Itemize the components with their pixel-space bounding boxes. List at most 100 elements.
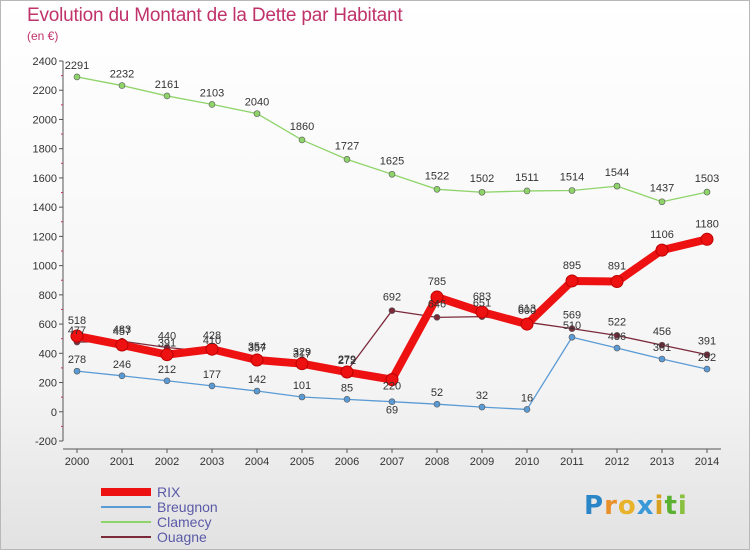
legend-swatch [101, 488, 151, 496]
data-point-rix [475, 305, 489, 319]
data-label-ouagne: 440 [158, 330, 176, 342]
data-point-ouagne [388, 307, 396, 314]
data-point-clamecy [118, 82, 126, 89]
data-label-ouagne: 317 [293, 348, 311, 360]
data-point-clamecy [388, 170, 396, 178]
data-label-clamecy: 1503 [695, 173, 719, 185]
data-label-ouagne: 646 [428, 298, 446, 310]
y-tick-label: 1200 [33, 231, 57, 243]
data-label-clamecy: 2040 [245, 97, 269, 109]
data-point-clamecy [253, 110, 261, 117]
data-point-ouagne [433, 314, 441, 321]
data-point-breugnon [613, 344, 621, 352]
data-label-breugnon: 212 [158, 364, 176, 376]
data-point-breugnon [343, 396, 351, 403]
unit-label: (en €) [27, 29, 59, 43]
data-label-breugnon: 69 [386, 405, 398, 417]
data-label-breugnon: 32 [476, 390, 488, 402]
logo-letter: r [604, 491, 618, 521]
data-point-clamecy [613, 182, 621, 190]
y-tick-label: 200 [39, 378, 57, 390]
data-label-rix: 518 [68, 315, 86, 327]
x-tick-label: 2011 [560, 456, 584, 468]
data-label-clamecy: 1437 [650, 183, 674, 195]
data-point-rix [70, 329, 84, 343]
data-label-clamecy: 2232 [110, 69, 134, 81]
data-point-breugnon [388, 398, 396, 405]
data-point-clamecy [658, 198, 666, 206]
logo-letter: i [654, 491, 665, 521]
data-label-rix: 220 [383, 381, 401, 393]
y-tick-label: 800 [39, 290, 57, 302]
data-label-clamecy: 2291 [65, 60, 89, 72]
data-label-rix: 354 [248, 341, 266, 353]
data-label-breugnon: 510 [563, 320, 581, 332]
data-point-breugnon [658, 355, 666, 363]
x-tick-label: 2003 [200, 456, 224, 468]
data-label-rix: 1106 [650, 229, 674, 241]
data-point-clamecy [703, 188, 711, 196]
y-tick-label: 1800 [33, 144, 57, 156]
legend-label: Ouagne [157, 529, 207, 545]
x-tick-label: 2006 [335, 456, 359, 468]
data-point-breugnon [568, 333, 576, 341]
data-point-clamecy [163, 92, 171, 100]
data-label-breugnon: 85 [341, 382, 353, 394]
chart-title: Evolution du Montant de la Dette par Hab… [27, 5, 403, 26]
data-label-ouagne: 522 [608, 316, 626, 328]
data-labels: 2291 2232 2161 2103 2040 1860 1727 1625 1522 1502… [65, 60, 719, 417]
data-label-ouagne: 569 [563, 310, 581, 322]
x-tick-label: 2009 [470, 456, 494, 468]
y-tick-label: -200 [35, 436, 57, 448]
data-label-breugnon: 142 [248, 374, 266, 386]
logo-letter: x [636, 491, 655, 521]
data-label-breugnon: 278 [68, 354, 86, 366]
data-point-rix [340, 365, 354, 379]
y-tick-label: 1400 [33, 202, 57, 214]
data-label-rix: 600 [518, 305, 536, 317]
data-point-breugnon [478, 403, 486, 411]
legend-label: Breugnon [157, 499, 218, 515]
data-point-rix [115, 338, 129, 352]
data-point-ouagne [568, 325, 576, 332]
data-label-clamecy: 1727 [335, 140, 359, 152]
legend-label: Clamecy [157, 514, 212, 530]
data-point-ouagne [613, 332, 621, 339]
data-label-rix: 329 [293, 347, 311, 359]
data-point-breugnon [433, 400, 441, 408]
y-tick-label: 600 [39, 319, 57, 331]
data-label-breugnon: 52 [431, 387, 443, 399]
data-label-rix: 891 [608, 261, 626, 273]
data-label-ouagne: 279 [338, 354, 356, 366]
x-tick-label: 2002 [155, 456, 179, 468]
data-label-clamecy: 2161 [155, 79, 179, 91]
data-label-ouagne: 410 [203, 335, 221, 347]
data-point-breugnon [208, 382, 216, 390]
data-point-breugnon [253, 387, 261, 395]
legend-label: RIX [157, 484, 181, 500]
data-label-rix: 683 [473, 291, 491, 303]
data-point-rix [250, 353, 264, 367]
y-tick-label: 2200 [33, 85, 57, 97]
data-point-clamecy [478, 188, 486, 196]
data-label-rix: 428 [203, 330, 221, 342]
data-label-ouagne: 651 [473, 298, 491, 310]
x-tick-label: 2013 [650, 456, 674, 468]
data-point-ouagne [703, 351, 711, 358]
data-point-clamecy [568, 187, 576, 194]
data-label-ouagne: 477 [68, 325, 86, 337]
x-tick-label: 2004 [245, 456, 269, 468]
legend-swatch [101, 536, 151, 538]
y-tick-label: 400 [39, 348, 57, 360]
data-label-rix: 391 [158, 338, 176, 350]
y-tick-label: 1000 [33, 261, 57, 273]
data-point-rix [205, 342, 219, 356]
data-point-rix [565, 274, 579, 288]
data-label-rix: 457 [113, 326, 131, 338]
data-label-breugnon: 292 [698, 352, 716, 364]
data-label-ouagne: 613 [518, 303, 536, 315]
x-tick-label: 2007 [380, 456, 404, 468]
data-label-ouagne: 357 [248, 343, 266, 355]
x-tick-label: 2014 [695, 456, 719, 468]
data-label-clamecy: 1860 [290, 121, 314, 133]
